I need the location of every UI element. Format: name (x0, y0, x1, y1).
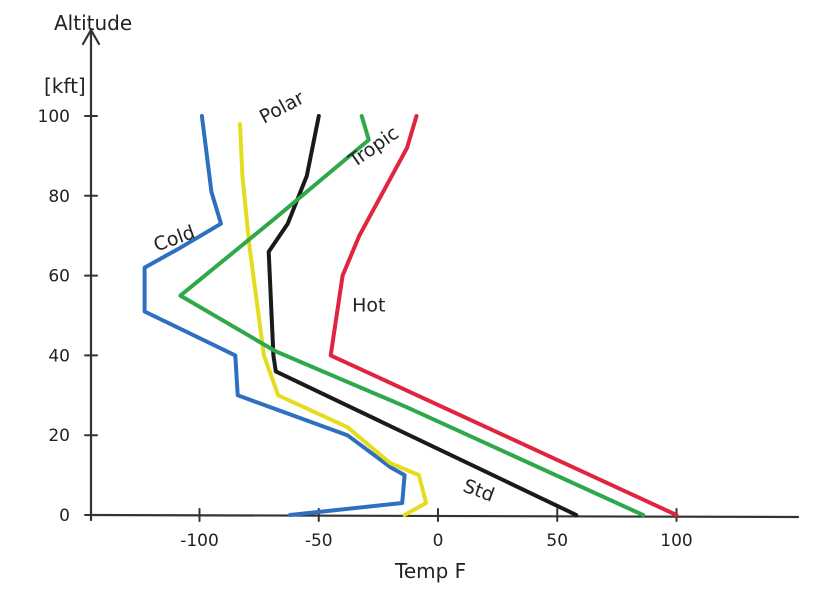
y-tick-label: 40 (48, 346, 70, 366)
series-line-std (266, 114, 579, 517)
x-axis-title: Temp F (394, 559, 466, 583)
series-label-hot: Hot (352, 295, 385, 317)
x-tick-label: 100 (660, 531, 692, 551)
series-line-polar (238, 122, 429, 517)
y-axis-arrow (81, 27, 101, 46)
series-label-std: Std (460, 475, 497, 506)
x-tick-label: -100 (180, 531, 219, 551)
y-axis-unit: [kft] (44, 74, 86, 98)
y-ticks: 0 20 40 60 80 100 (38, 107, 98, 526)
x-tick-label: 0 (433, 531, 444, 551)
series-line-tropic (178, 114, 646, 517)
y-tick-label: 0 (59, 506, 70, 526)
x-axis-line (89, 513, 800, 519)
series-lines (142, 114, 679, 517)
series-line-cold (142, 114, 407, 517)
y-tick-label: 20 (48, 426, 70, 446)
x-ticks: -100 -50 0 50 100 (180, 508, 693, 551)
series-line-hot (328, 114, 679, 517)
y-axis-title: Altitude (54, 11, 132, 35)
x-tick-label: -50 (305, 531, 333, 551)
y-tick-label: 60 (48, 267, 70, 287)
x-tick-label: 50 (546, 531, 568, 551)
y-tick-label: 100 (38, 107, 70, 127)
y-tick-label: 80 (48, 187, 70, 207)
series-label-tropic: Tropic (344, 122, 403, 173)
series-label-polar: Polar (256, 87, 308, 129)
